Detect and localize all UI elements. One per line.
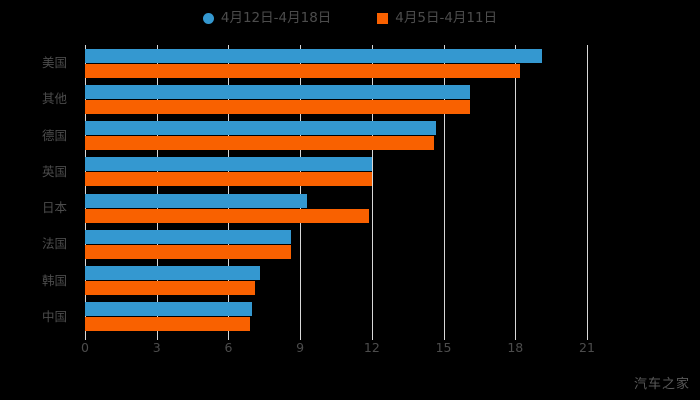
gridline [587, 45, 588, 335]
bar-group [85, 157, 587, 187]
bar-series-0[interactable] [85, 121, 437, 136]
bar-series-0[interactable] [85, 157, 372, 172]
bar-series-0[interactable] [85, 266, 260, 281]
bar-series-0[interactable] [85, 84, 470, 99]
bar-series-0[interactable] [85, 193, 308, 208]
y-axis-label: 德国 [41, 127, 67, 143]
x-axis-tick-mark [228, 335, 230, 340]
y-axis-label: 中国 [41, 308, 67, 324]
bar-series-1[interactable] [85, 244, 291, 259]
legend-marker-square-icon [377, 12, 389, 24]
chart-legend: 4月12日-4月18日 4月5日-4月11日 [0, 6, 700, 30]
y-axis-label: 日本 [41, 200, 67, 216]
gridline [156, 45, 158, 335]
x-axis-tick-mark [85, 335, 86, 340]
bar-series-1[interactable] [85, 136, 434, 151]
x-axis-tick-mark [515, 335, 517, 340]
x-axis-tick-label: 3 [152, 340, 161, 355]
bar-series-1[interactable] [85, 208, 370, 223]
y-axis-category-labels: 美国其他德国英国日本法国韩国中国 [0, 45, 75, 335]
bar-group [85, 229, 587, 259]
watermark-label: 汽车之家 [633, 377, 690, 392]
bar-group [85, 121, 587, 151]
bar-group [85, 84, 587, 114]
legend-marker-circle-icon [202, 12, 214, 24]
gridline [371, 45, 373, 335]
gridline [443, 45, 445, 335]
legend-label: 4月5日-4月11日 [395, 9, 498, 26]
y-axis-label: 美国 [41, 55, 67, 71]
bar-series-1[interactable] [85, 317, 250, 332]
bar-series-1[interactable] [85, 63, 521, 78]
bar-series-0[interactable] [85, 48, 542, 63]
x-axis-tick-label: 9 [296, 340, 305, 355]
x-axis-tick-mark [587, 335, 588, 340]
x-axis-tick-mark [371, 335, 373, 340]
x-axis-tick-label: 15 [435, 340, 452, 355]
x-axis-tick-label: 21 [579, 340, 595, 355]
y-axis-label: 韩国 [41, 272, 67, 288]
bar-group [85, 266, 587, 296]
legend-label: 4月12日-4月18日 [220, 9, 332, 26]
bar-series-0[interactable] [85, 302, 253, 317]
bar-group [85, 193, 587, 223]
bar-group [85, 302, 587, 332]
x-axis-tick-label: 0 [81, 340, 89, 355]
bar-series-1[interactable] [85, 172, 372, 187]
y-axis-label: 法国 [41, 236, 67, 252]
x-axis-tick-labels: 0 3 6 9 12 15 18 21 [81, 340, 595, 360]
x-axis-tick-mark [156, 335, 158, 340]
gridline [228, 45, 230, 335]
x-axis-tick-label: 18 [507, 340, 524, 355]
legend-entry[interactable]: 4月12日-4月18日 [202, 9, 332, 26]
y-axis-label: 其他 [41, 91, 67, 107]
y-axis-line [85, 45, 86, 335]
y-axis-label: 英国 [41, 163, 67, 179]
bar-series-0[interactable] [85, 229, 291, 244]
x-axis-tick-label: 6 [224, 340, 233, 355]
bar-group [85, 48, 587, 78]
bar-series-1[interactable] [85, 99, 470, 114]
plot-area [85, 45, 588, 340]
x-axis-tick-mark [443, 335, 445, 340]
legend-entry[interactable]: 4月5日-4月11日 [377, 9, 498, 26]
gridline [515, 45, 517, 335]
x-axis-tick-label: 12 [363, 340, 380, 355]
gridline [300, 45, 302, 335]
bar-series-1[interactable] [85, 281, 255, 296]
x-axis-tick-mark [300, 335, 302, 340]
